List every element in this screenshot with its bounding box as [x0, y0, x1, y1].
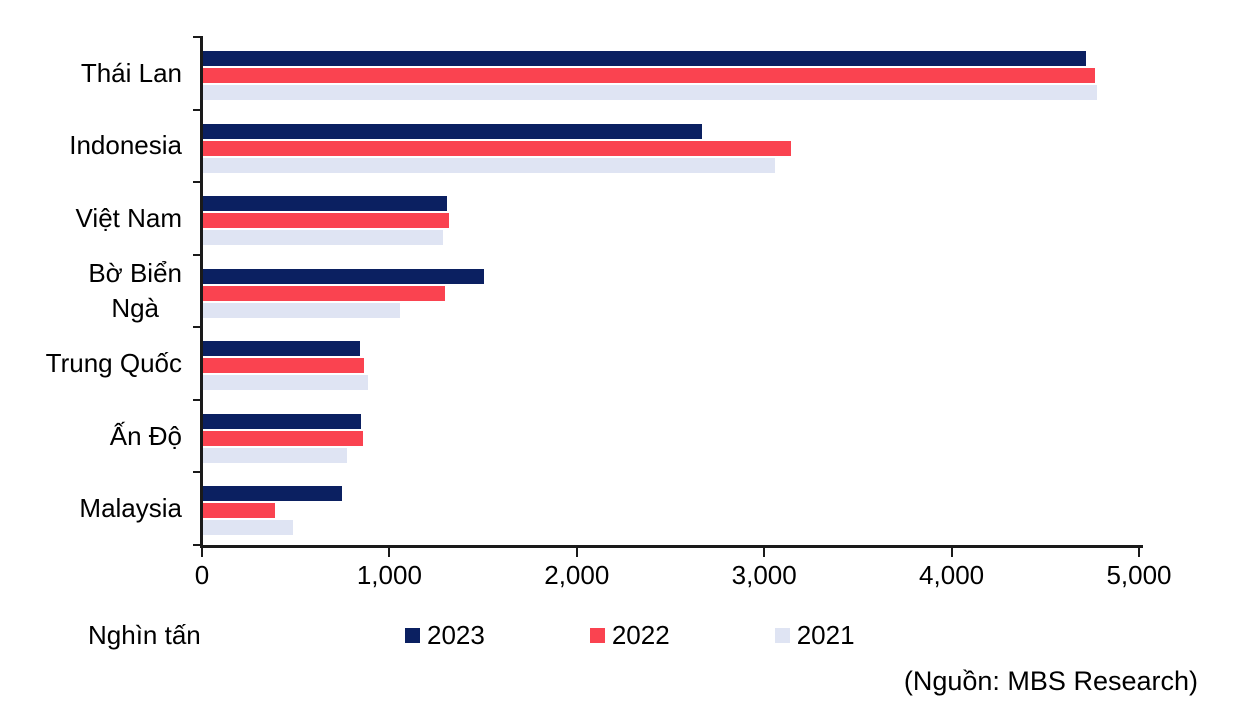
- axis-unit-label: Nghìn tấn: [88, 620, 201, 650]
- x-axis-tick-label: 1,000: [356, 560, 422, 590]
- legend-marker-icon: [589, 628, 605, 643]
- x-axis-tick-label: 5,000: [1106, 560, 1172, 590]
- category-label: Indonesia: [69, 130, 182, 161]
- bar-2022: [203, 140, 792, 156]
- bar-2021: [203, 447, 348, 463]
- bar-2021: [203, 375, 368, 391]
- bar-2022: [203, 213, 449, 229]
- bar-2023: [203, 123, 702, 139]
- y-axis-tick: [193, 253, 202, 256]
- legend-item-2023: 2023: [405, 620, 485, 651]
- y-axis-tick: [193, 326, 202, 329]
- y-axis-tick: [193, 544, 202, 546]
- category-label: Việt Nam: [75, 202, 182, 233]
- legend-label: 2022: [611, 620, 670, 650]
- x-axis-tick: [950, 548, 953, 557]
- legend-label: 2023: [427, 620, 485, 650]
- bar-2022: [203, 430, 364, 446]
- y-axis-tick: [193, 108, 202, 111]
- y-axis-tick: [193, 471, 202, 474]
- x-axis-tick: [575, 548, 578, 557]
- y-axis-line: [200, 36, 203, 548]
- bar-2022: [203, 285, 445, 301]
- bar-2021: [203, 85, 1097, 100]
- bar-2021: [203, 520, 293, 536]
- x-axis-tick: [1138, 548, 1140, 557]
- bar-2022: [203, 358, 365, 374]
- x-axis-tick-label: 0: [194, 560, 210, 590]
- x-axis-tick-label: 4,000: [919, 560, 985, 590]
- bar-2021: [203, 230, 443, 246]
- bar-2023: [203, 413, 362, 429]
- bar-2022: [203, 503, 276, 519]
- bar-2023: [203, 486, 342, 502]
- plot-area: [203, 37, 1140, 545]
- category-label: Malaysia: [79, 493, 182, 524]
- x-axis-tick-label: 3,000: [731, 560, 797, 590]
- bar-2023: [203, 51, 1086, 66]
- legend: 2023 2022 2021: [405, 620, 855, 651]
- x-axis-tick: [388, 548, 391, 557]
- category-label: Thái Lan: [80, 57, 182, 88]
- bar-2023: [203, 268, 485, 284]
- legend-item-2022: 2022: [589, 620, 670, 651]
- legend-marker-icon: [774, 628, 790, 643]
- x-axis-line: [200, 545, 1143, 548]
- legend-label: 2021: [796, 620, 855, 650]
- y-axis-tick: [193, 36, 202, 38]
- category-label: Trung Quốc: [45, 348, 182, 379]
- bar-2021: [203, 302, 400, 318]
- bar-2023: [203, 196, 447, 212]
- legend-item-2021: 2021: [774, 620, 855, 651]
- x-axis-tick-label: 2,000: [544, 560, 610, 590]
- bar-2022: [203, 68, 1095, 83]
- y-axis-tick: [193, 398, 202, 401]
- bar-2023: [203, 341, 360, 357]
- bar-2021: [203, 157, 775, 173]
- legend-marker-icon: [405, 628, 420, 643]
- category-label: Ấn Độ: [109, 420, 182, 451]
- x-axis-tick: [763, 548, 766, 557]
- y-axis-tick: [193, 181, 202, 184]
- category-label: Bờ Biển Ngà: [88, 257, 182, 323]
- source-note: (Nguồn: MBS Research): [903, 666, 1198, 696]
- x-axis-tick: [201, 548, 203, 557]
